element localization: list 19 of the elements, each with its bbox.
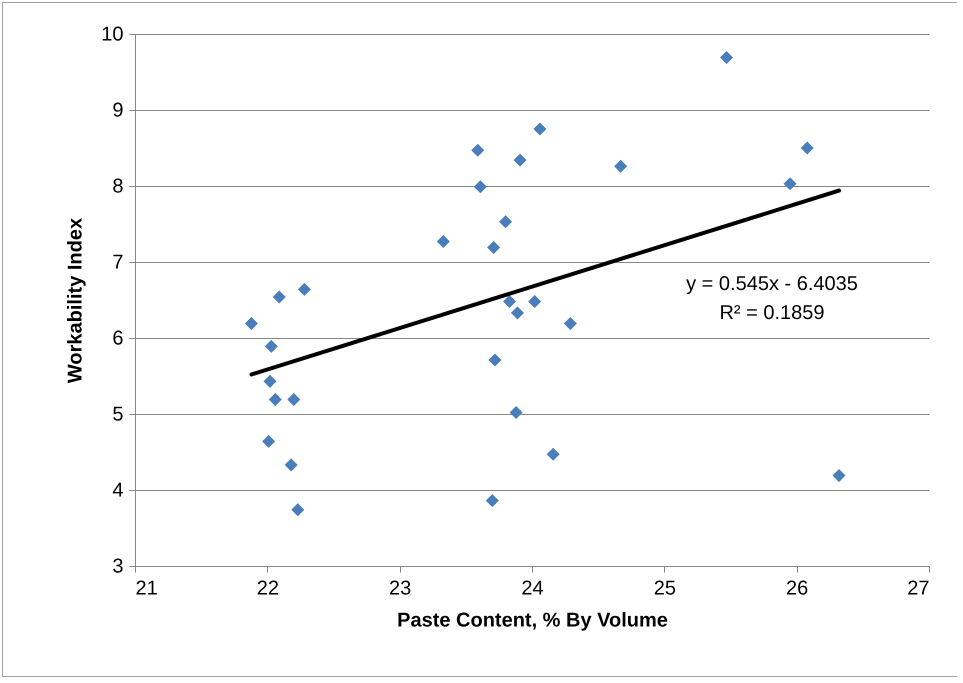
y-tick-label: 9 bbox=[112, 100, 124, 122]
y-tick-label: 4 bbox=[112, 480, 124, 502]
x-axis-title: Paste Content, % By Volume bbox=[397, 610, 668, 632]
x-tick-label: 23 bbox=[389, 578, 412, 600]
y-tick-label: 5 bbox=[112, 404, 124, 426]
x-tick-label: 24 bbox=[521, 578, 544, 600]
x-tick-label: 22 bbox=[256, 578, 279, 600]
x-tick-label: 27 bbox=[907, 578, 930, 600]
y-tick-label: 10 bbox=[101, 24, 124, 46]
annotation: R² = 0.1859 bbox=[719, 302, 825, 324]
y-tick-label: 8 bbox=[112, 176, 124, 198]
y-tick-label: 3 bbox=[112, 556, 124, 578]
y-axis-title: Workability Index bbox=[64, 218, 86, 384]
x-tick-label: 25 bbox=[654, 578, 676, 600]
x-tick-label: 26 bbox=[786, 578, 808, 600]
y-tick-label: 6 bbox=[112, 328, 124, 350]
y-tick-label: 7 bbox=[112, 252, 124, 274]
annotation: y = 0.545x - 6.4035 bbox=[686, 273, 858, 295]
x-tick-label: 21 bbox=[136, 578, 158, 600]
